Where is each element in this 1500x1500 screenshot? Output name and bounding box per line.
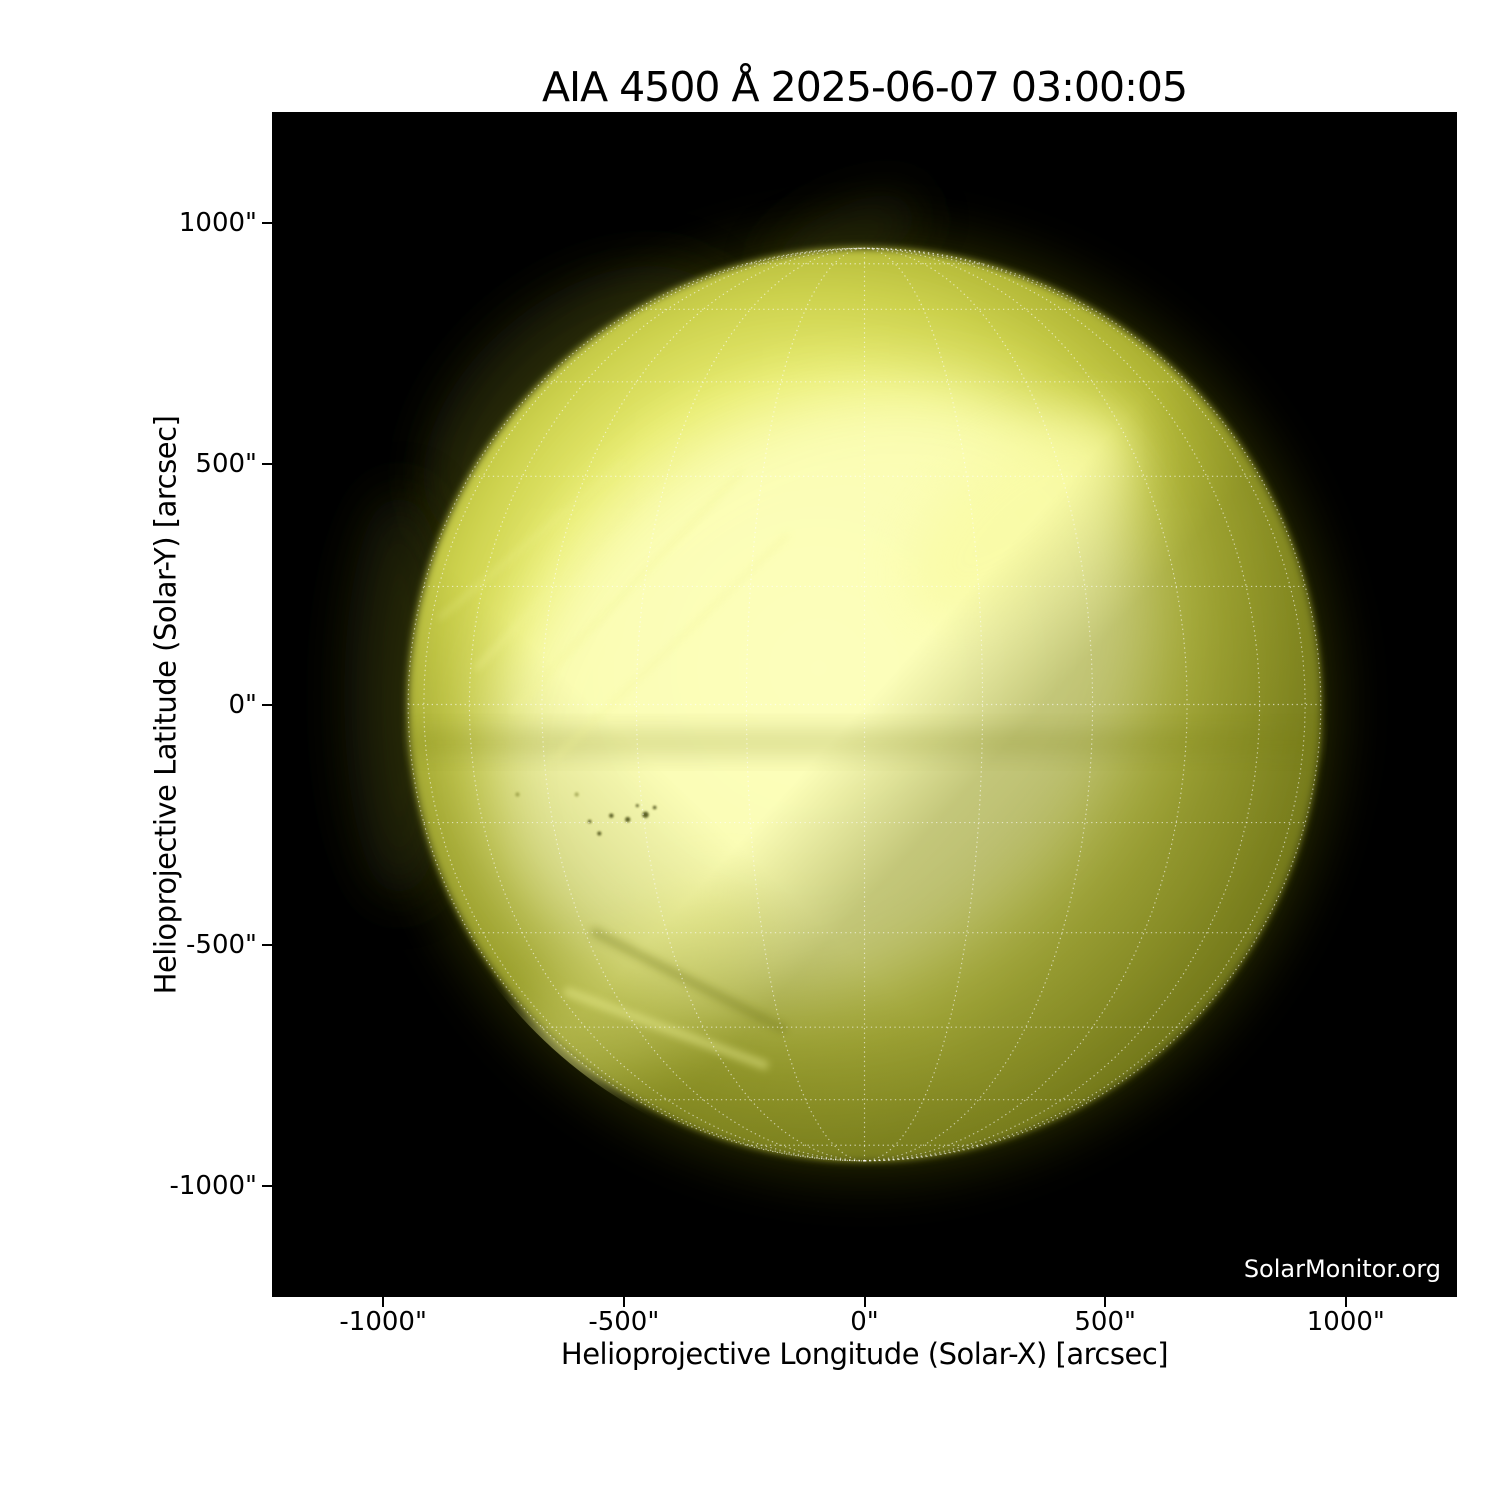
y-tick-mark	[262, 703, 272, 706]
solar-disk-image	[272, 112, 1457, 1297]
y-tick-mark	[262, 944, 272, 947]
heliographic-grid	[407, 247, 1322, 1162]
y-tick-mark	[262, 462, 272, 465]
sunspots	[515, 792, 657, 836]
y-tick-label: 0"	[228, 689, 257, 720]
figure-title: AIA 4500 Å 2025-06-07 03:00:05	[541, 63, 1188, 111]
x-tick-mark	[382, 1297, 385, 1307]
y-axis-label-text: Helioprojective Latitude (Solar-Y) [arcs…	[148, 415, 183, 994]
x-tick-mark	[1104, 1297, 1107, 1307]
x-tick-mark	[622, 1297, 625, 1307]
y-tick-label: 500"	[195, 448, 257, 479]
plot-area: SolarMonitor.org	[272, 112, 1457, 1297]
y-tick-label: -500"	[186, 930, 257, 961]
x-axis-label: Helioprojective Longitude (Solar-X) [arc…	[560, 1337, 1169, 1371]
y-tick-label: 1000"	[178, 208, 257, 239]
y-tick-mark	[262, 222, 272, 225]
x-tick-mark	[863, 1297, 866, 1307]
y-axis-label: Helioprojective Latitude (Solar-Y) [arcs…	[145, 112, 185, 1297]
y-tick-mark	[262, 1184, 272, 1187]
x-tick-label: 1000"	[1306, 1307, 1385, 1337]
x-tick-mark	[1344, 1297, 1347, 1307]
watermark: SolarMonitor.org	[1243, 1255, 1441, 1283]
x-tick-label: 0"	[850, 1307, 879, 1337]
x-tick-label: -1000"	[339, 1307, 427, 1337]
y-tick-label: -1000"	[169, 1170, 257, 1201]
x-tick-label: -500"	[588, 1307, 660, 1337]
x-tick-label: 500"	[1074, 1307, 1136, 1337]
